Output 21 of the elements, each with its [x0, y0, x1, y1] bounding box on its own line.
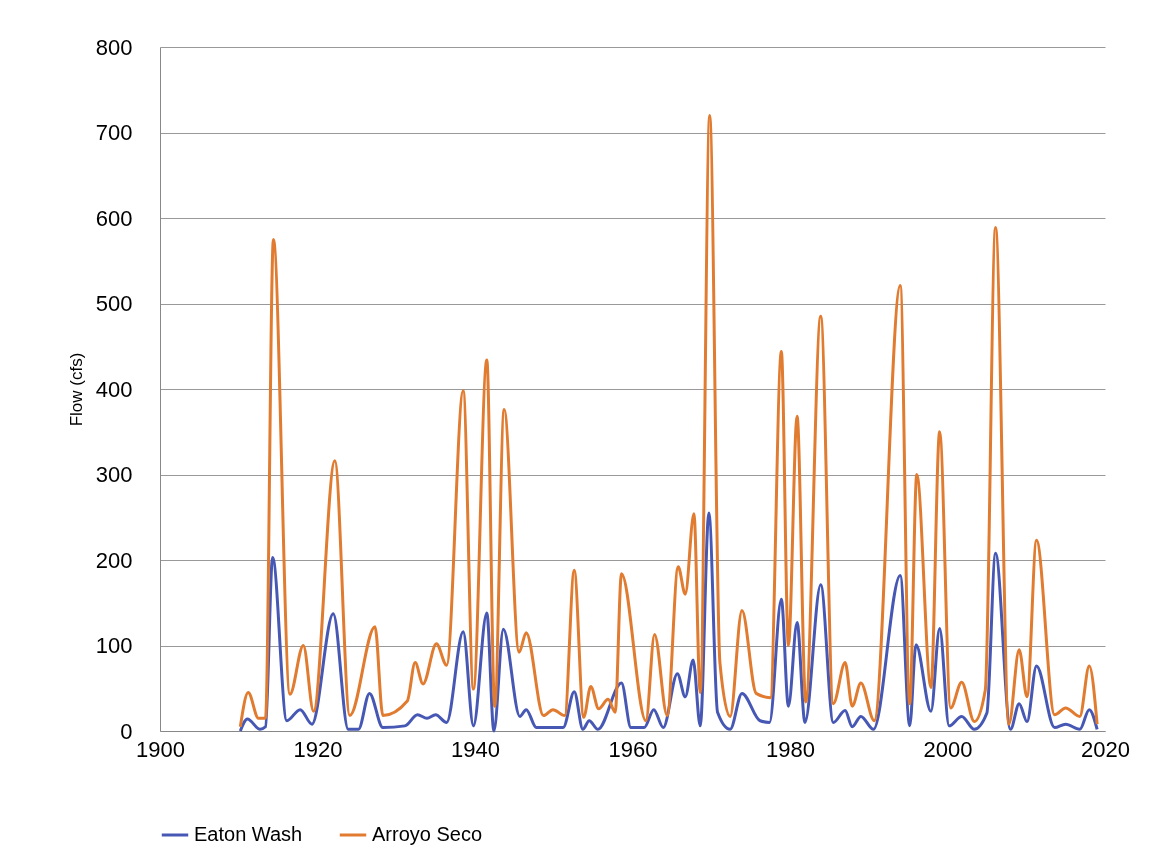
x-tick-label: 1980 — [766, 736, 815, 762]
y-tick-label: 500 — [95, 291, 133, 316]
x-tick-label: 2000 — [923, 736, 973, 762]
x-tick-label: 1940 — [451, 736, 500, 762]
x-tick-label: 1900 — [136, 736, 185, 762]
line-series — [238, 113, 1099, 729]
y-tick-label: 0 — [120, 718, 133, 744]
legend-label: Eaton Wash — [194, 823, 303, 845]
legend-label: Arroyo Seco — [372, 823, 483, 845]
y-axis-title: Flow (cfs) — [66, 352, 86, 427]
x-tick-label: 1960 — [608, 736, 658, 762]
y-tick-label: 100 — [95, 633, 133, 658]
y-tick-label: 200 — [95, 547, 133, 573]
y-tick-label: 300 — [95, 462, 133, 487]
x-tick-label: 1920 — [293, 736, 343, 762]
x-tick-label: 2020 — [1081, 736, 1130, 762]
y-tick-label: 600 — [95, 205, 133, 231]
line-series — [238, 511, 1099, 733]
y-tick-label: 800 — [95, 34, 133, 60]
y-tick-label: 700 — [95, 120, 133, 145]
y-tick-label: 400 — [95, 376, 133, 402]
